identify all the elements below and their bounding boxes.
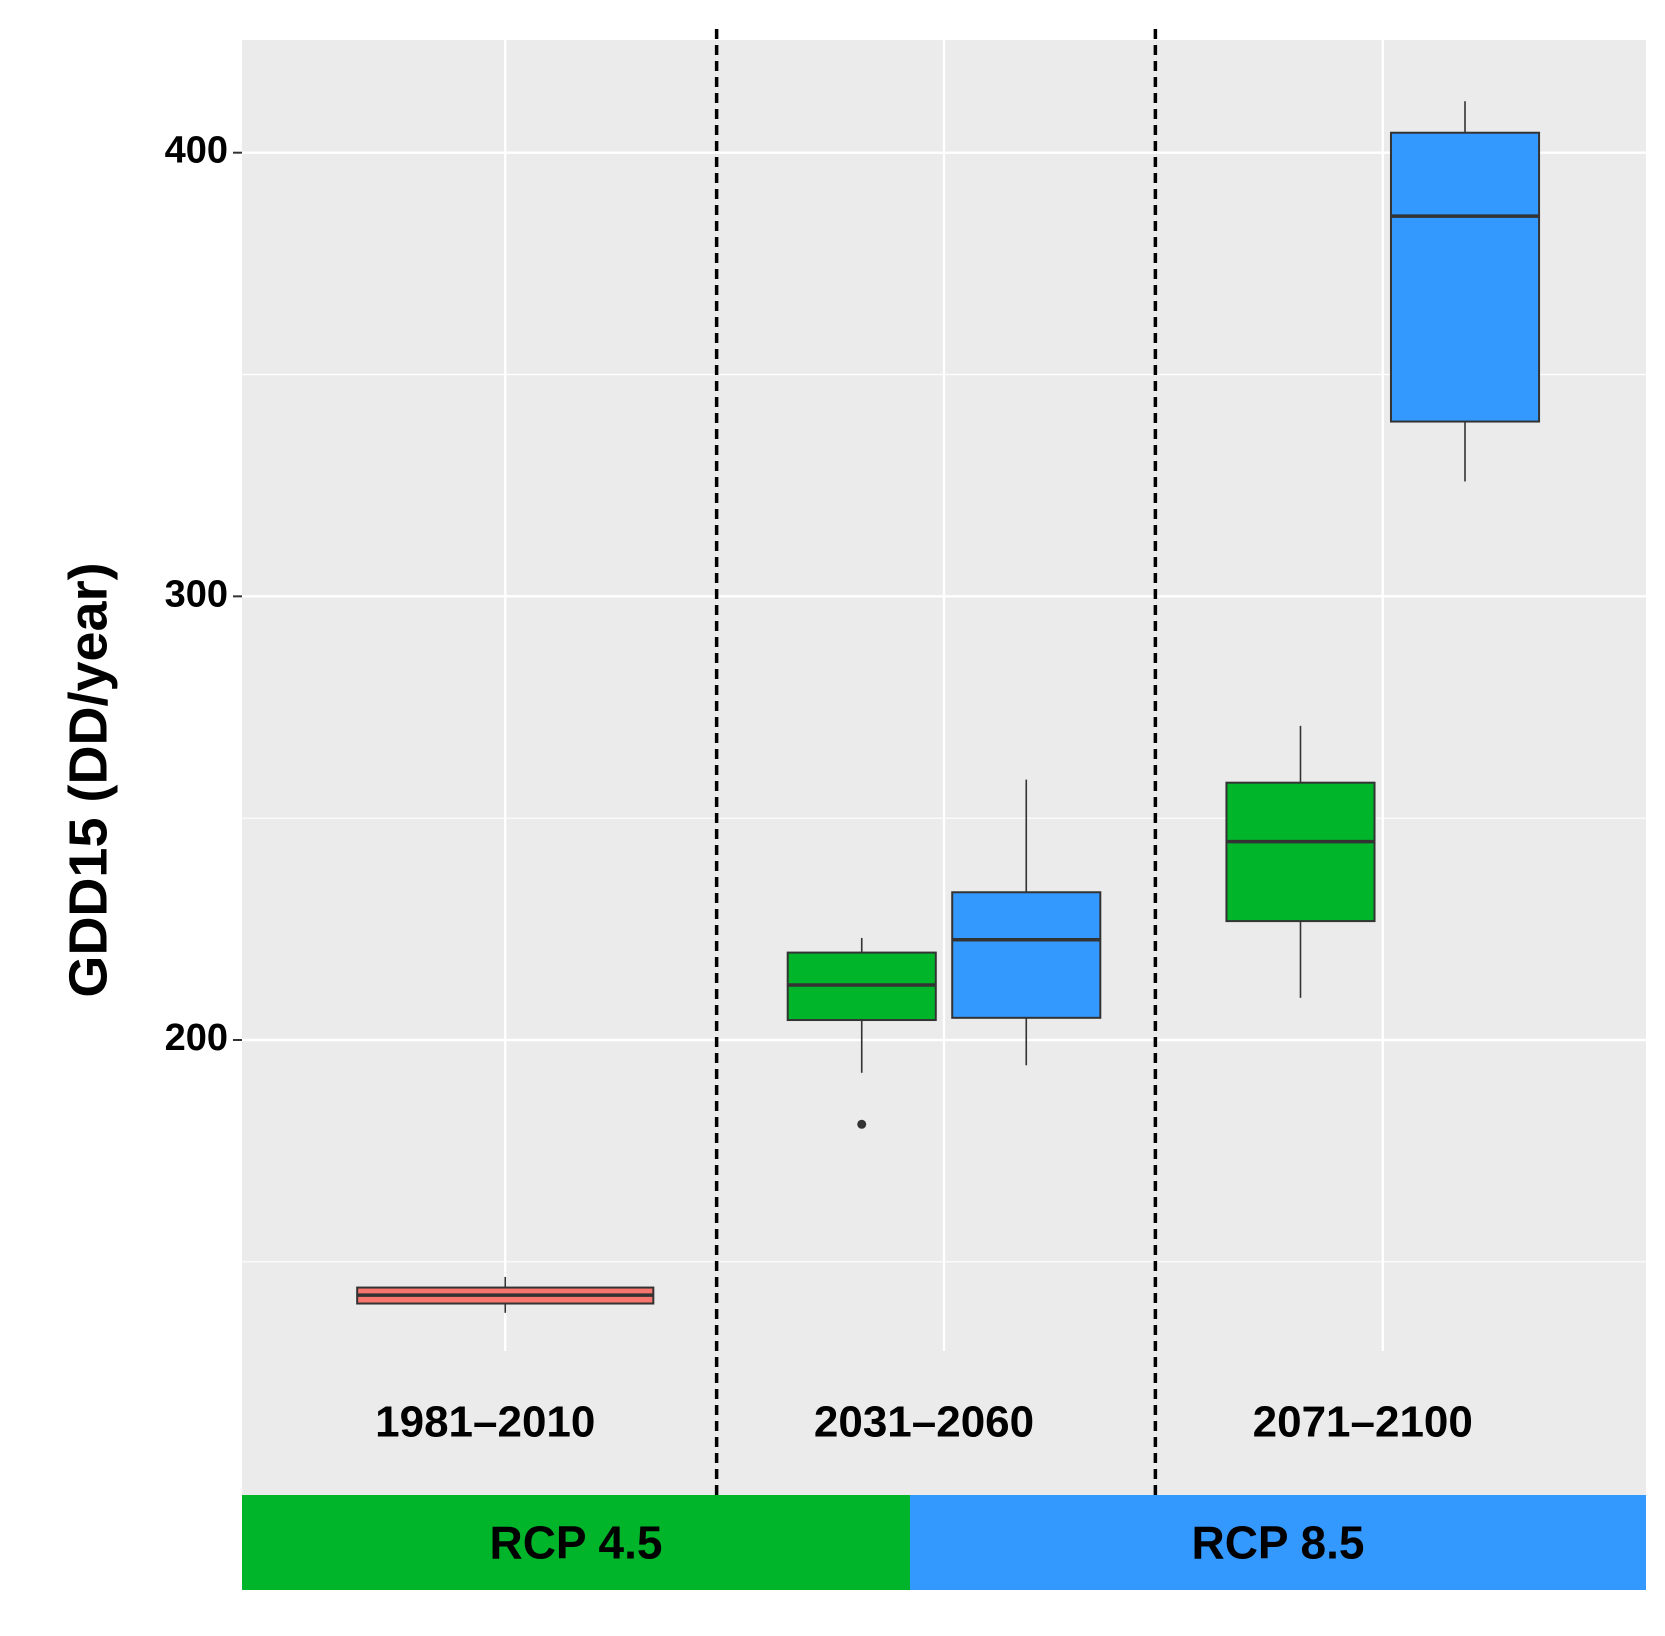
y-tick-label: 400 <box>165 130 228 172</box>
y-tick-label: 300 <box>165 573 228 615</box>
box <box>951 891 1102 1019</box>
y-axis-title: GDD15 (DD/year) <box>58 562 118 997</box>
legend-label: RCP 8.5 <box>1191 1517 1364 1569</box>
box <box>1389 131 1541 423</box>
x-tick-label: 2071–2100 <box>1253 1398 1473 1447</box>
legend-swatch <box>242 1495 910 1590</box>
x-tick-label: 1981–2010 <box>375 1398 595 1447</box>
y-tick-label: 200 <box>165 1017 228 1059</box>
legend-swatch <box>910 1495 1646 1590</box>
x-tick-label: 2031–2060 <box>814 1398 1034 1447</box>
outlier <box>857 1119 867 1129</box>
legend-label: RCP 4.5 <box>489 1517 662 1569</box>
box <box>1225 781 1376 923</box>
